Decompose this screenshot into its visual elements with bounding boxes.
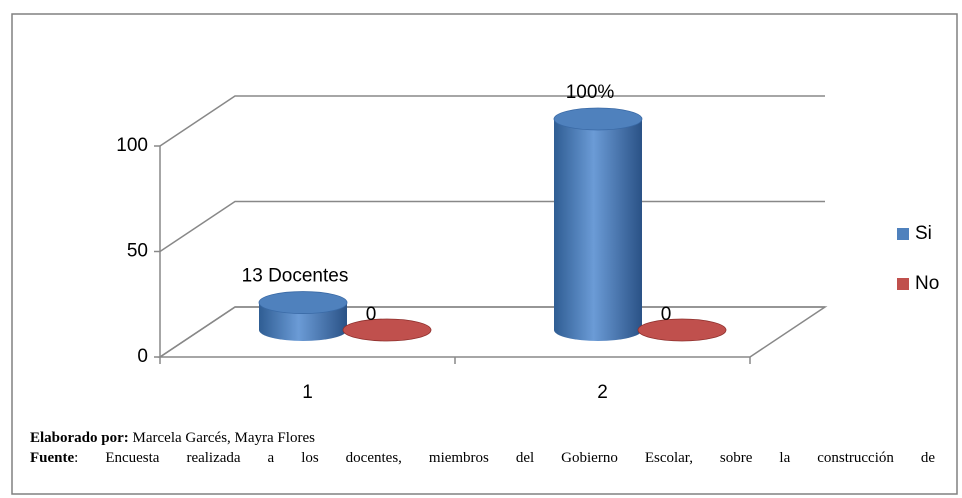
cylinder-top [553, 107, 643, 131]
source: : Encuesta realizada a los docentes, mie… [74, 450, 935, 466]
legend-label: Si [915, 223, 932, 244]
frame [11, 13, 958, 495]
y-tick-label: 0 [137, 346, 148, 367]
caption-author: Elaborado por: Marcela Garcés, Mayra Flo… [30, 430, 935, 447]
cylinder-top [637, 318, 727, 342]
legend-swatch [897, 228, 909, 240]
x-tick-label: 1 [302, 382, 313, 403]
legend-swatch [897, 278, 909, 290]
y-tick-label: 100 [116, 135, 148, 156]
cylinder [554, 119, 642, 341]
y-tick-label: 50 [127, 241, 148, 262]
author-label: Elaborado por: [30, 430, 129, 446]
author: Marcela Garcés, Mayra Flores [132, 430, 315, 446]
value-label: 0 [366, 304, 377, 325]
value-label: 0 [661, 304, 672, 325]
x-tick-label: 2 [597, 382, 608, 403]
grid-line [159, 95, 825, 147]
legend-label: No [915, 273, 939, 294]
value-label: 13 Docentes [242, 266, 349, 287]
cylinder-top [342, 318, 432, 342]
cylinder-top [258, 291, 348, 314]
source-label: Fuente [30, 450, 75, 466]
grid-line [159, 200, 825, 253]
caption-source: Fuente: Encuesta realizada a los docente… [30, 450, 935, 467]
value-label: 100% [566, 82, 615, 103]
